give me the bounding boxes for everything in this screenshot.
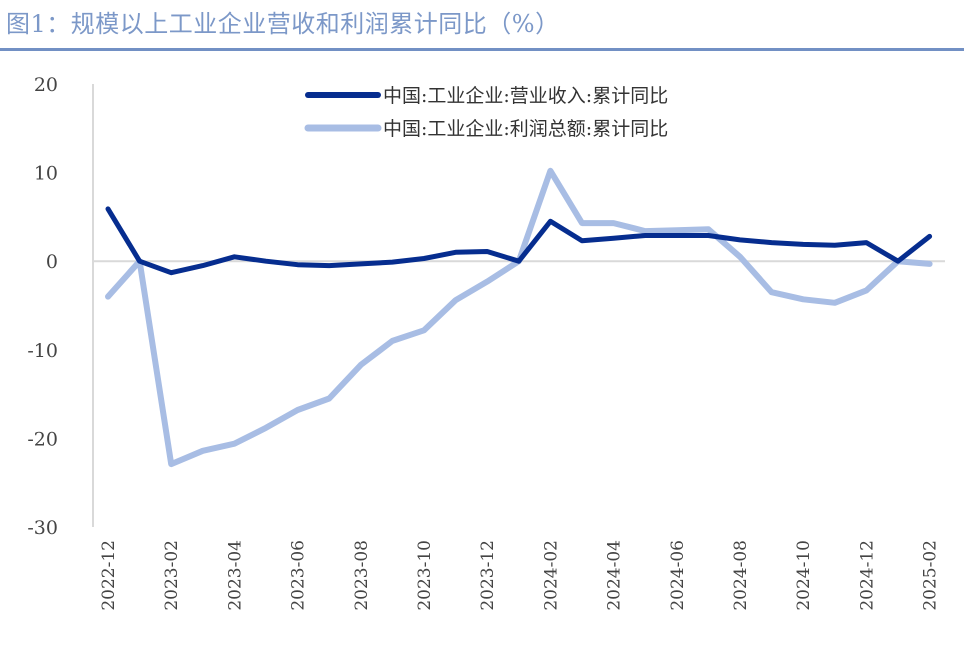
y-tick-label: 10 bbox=[34, 163, 58, 185]
title-divider bbox=[0, 48, 964, 51]
y-tick-label: 20 bbox=[34, 74, 58, 96]
x-tick-label: 2023-10 bbox=[415, 540, 435, 611]
x-tick-label: 2024-04 bbox=[605, 540, 625, 611]
x-tick-label: 2024-12 bbox=[857, 540, 877, 611]
x-tick-label: 2023-04 bbox=[225, 540, 245, 611]
chart-title: 图1：规模以上工业企业营收和利润累计同比（%） bbox=[6, 10, 560, 38]
x-tick-label: 2023-06 bbox=[289, 540, 309, 611]
profit-series-line bbox=[105, 167, 933, 468]
legend-label: 中国:工业企业:利润总额:累计同比 bbox=[383, 118, 668, 140]
x-tick-label: 2024-02 bbox=[541, 540, 561, 611]
x-tick-label: 2024-08 bbox=[731, 540, 751, 611]
x-tick-label: 2024-10 bbox=[794, 540, 814, 611]
y-tick-label: -30 bbox=[27, 517, 58, 539]
revenue-series-line bbox=[105, 206, 933, 276]
y-tick-label: -20 bbox=[27, 428, 58, 450]
y-tick-label: -10 bbox=[27, 340, 58, 362]
x-tick-label: 2023-02 bbox=[162, 540, 182, 611]
x-tick-label: 2025-02 bbox=[921, 540, 941, 611]
legend-label: 中国:工业企业:营业收入:累计同比 bbox=[383, 85, 668, 107]
y-tick-label: 0 bbox=[46, 251, 58, 273]
x-tick-label: 2023-08 bbox=[352, 540, 372, 611]
x-tick-label: 2022-12 bbox=[99, 540, 119, 611]
x-tick-label: 2023-12 bbox=[478, 540, 498, 611]
x-tick-label: 2024-06 bbox=[668, 540, 688, 611]
